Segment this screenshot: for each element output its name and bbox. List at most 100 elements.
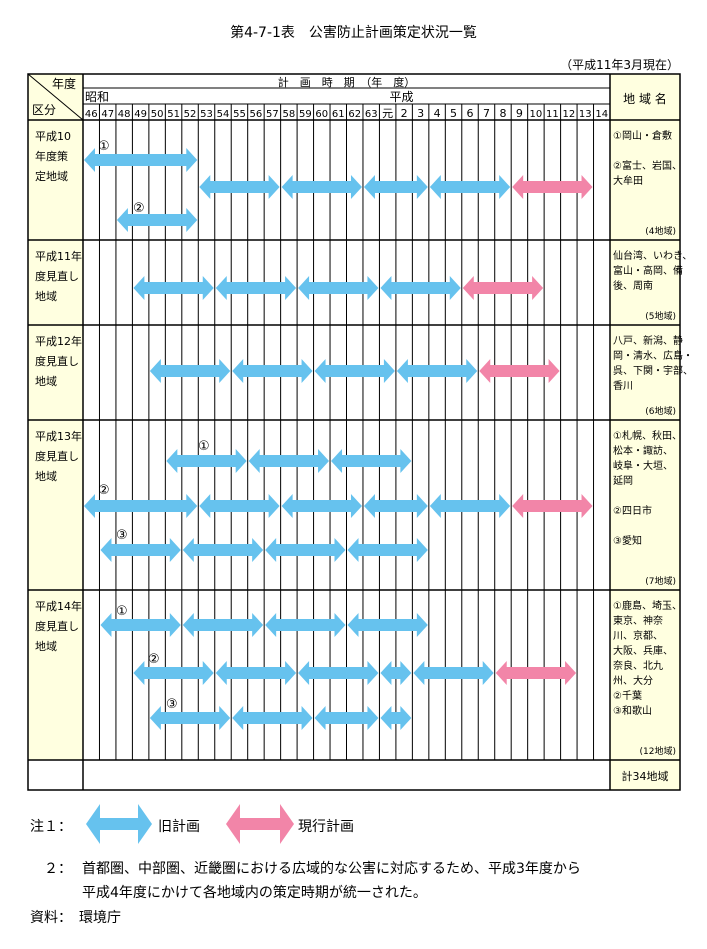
old-plan-arrow (248, 449, 330, 473)
old-plan-arrow (182, 613, 264, 637)
old-plan-arrow (133, 661, 214, 685)
legend-arrows (86, 804, 294, 844)
category-label: 地域 (35, 470, 57, 483)
year-tick-label: 46 (85, 109, 98, 120)
category-label: 地域 (35, 640, 57, 653)
year-tick-label: 3 (417, 107, 424, 120)
old-plan-arrow (429, 494, 511, 518)
old-plan-arrow (380, 661, 412, 685)
source-note: 資料： 環境庁 (30, 910, 121, 926)
note2-prefix: ２： (44, 861, 72, 877)
circled-marker: ① (198, 439, 210, 454)
old-plan-arrow (149, 359, 231, 383)
region-name: 富山・高岡、備 (613, 264, 683, 277)
region-name: ①鹿島、埼玉、 (613, 599, 682, 612)
year-tick-label: 54 (217, 109, 230, 120)
region-count: (4地域) (645, 225, 676, 237)
circled-marker: ③ (166, 697, 178, 712)
category-label: 度見直し (35, 269, 79, 283)
legend-old-label: 旧計画 (158, 819, 200, 835)
old-plan-arrow (215, 276, 297, 300)
category-cell-bg (28, 120, 83, 240)
category-label: 定地域 (35, 169, 68, 183)
circled-marker: ① (116, 604, 128, 619)
year-tick-label: 48 (118, 109, 131, 120)
old-plan-arrow (182, 538, 264, 562)
year-tick-label: 57 (266, 109, 279, 120)
year-tick-label: 4 (434, 107, 441, 120)
year-tick-label: 10 (530, 109, 543, 120)
plan-status-table: 年度区分計 画 時 期 （年 度）昭和 平成地 域 名46 47 48 49 50 51 52… (27, 73, 693, 791)
year-tick-label: 63 (365, 109, 378, 120)
region-name: 岐阜・大垣、 (613, 459, 673, 472)
region-name: 香川 (613, 380, 633, 392)
year-tick-label: 9 (516, 107, 523, 120)
old-plan-arrow (166, 449, 247, 473)
region-name: 州、大分 (613, 674, 653, 687)
circled-marker: ① (98, 139, 110, 154)
old-plan-arrow (363, 175, 428, 199)
note2-line2: 平成4年度にかけて各地域内の策定時期が統一された。 (82, 885, 427, 901)
old-plan-arrow (215, 661, 297, 685)
year-tick-label: 元 (382, 107, 393, 120)
circled-marker: ② (98, 483, 110, 498)
region-name: ③和歌山 (613, 704, 652, 717)
category-cell-bg (28, 240, 83, 325)
old-plan-arrow (265, 613, 346, 637)
region-name: ②千葉 (613, 689, 642, 702)
note1-prefix: 注１： (30, 819, 72, 835)
region-name: 大阪、兵庫、 (613, 644, 673, 657)
region-name: ①岡山・倉敷 (613, 129, 672, 142)
year-tick-label: 6 (467, 107, 474, 120)
year-tick-label: 62 (348, 109, 361, 120)
as-of-date: （平成11年3月現在） (560, 58, 679, 72)
year-tick-label: 5 (450, 107, 457, 120)
legend-current-arrow (226, 804, 294, 844)
era-showa: 昭和 (85, 90, 109, 104)
old-plan-arrow (265, 538, 346, 562)
region-column-bg (610, 74, 680, 790)
year-tick-label: 60 (315, 109, 328, 120)
note2-line1: 首都圏、中部圏、近畿圏における広域的な公害に対応するため、平成3年度から (82, 861, 581, 877)
region-header: 地 域 名 (623, 91, 667, 106)
year-tick-label: 12 (562, 109, 575, 120)
old-plan-arrow (363, 494, 428, 518)
region-name: ①札幌、秋田、 (613, 429, 682, 442)
year-tick-label: 52 (184, 109, 197, 120)
circled-marker: ③ (116, 528, 128, 543)
region-name: 奈良、北九 (613, 659, 663, 672)
old-plan-arrow (298, 276, 379, 300)
old-plan-arrow (84, 148, 198, 172)
current-plan-arrow (512, 175, 593, 199)
year-tick-label: 50 (151, 109, 164, 120)
old-plan-arrow (347, 613, 428, 637)
category-label: 平成14年 (35, 599, 82, 613)
old-plan-arrow (281, 494, 362, 518)
region-name: 川、京都、 (613, 629, 663, 642)
year-tick-label: 58 (282, 109, 295, 120)
legend-current-label: 現行計画 (298, 819, 354, 835)
year-tick-label: 2 (401, 107, 408, 120)
old-plan-arrow (100, 538, 181, 562)
region-name: 延岡 (613, 475, 633, 487)
old-plan-arrow (331, 449, 412, 473)
category-label: 度見直し (35, 619, 79, 633)
region-name: 東京、神奈 (613, 614, 663, 627)
region-name: 八戸、新潟、静 (613, 334, 683, 347)
year-tick-label: 14 (595, 109, 608, 120)
category-label: 地域 (35, 290, 57, 303)
old-plan-arrow (298, 661, 379, 685)
corner-category-label: 区分 (32, 103, 56, 117)
year-tick-label: 53 (200, 109, 213, 120)
category-cell-bg (28, 325, 83, 420)
category-label: 平成11年 (35, 249, 82, 263)
year-tick-label: 7 (483, 107, 490, 120)
old-plan-arrow (232, 359, 313, 383)
category-label: 度見直し (35, 354, 79, 368)
current-plan-arrow (462, 276, 544, 300)
old-plan-arrow (314, 359, 395, 383)
region-name: 呉、下関・宇部、 (613, 364, 693, 377)
region-name: ②四日市 (613, 504, 652, 517)
region-count: (12地域) (640, 745, 676, 757)
category-label: 平成13年 (35, 429, 82, 443)
